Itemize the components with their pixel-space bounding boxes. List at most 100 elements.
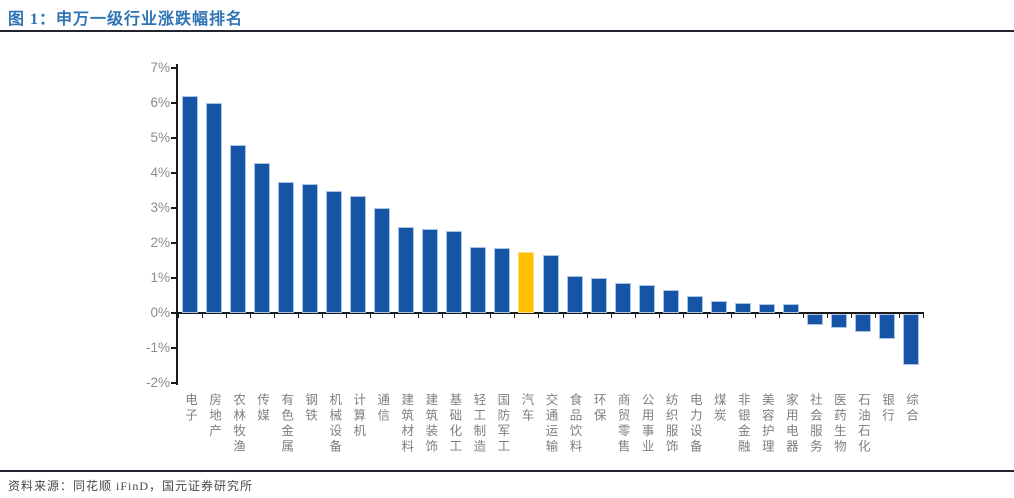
x-category-label: 非银金融 [735,393,750,455]
x-category-label: 计算机 [351,393,366,440]
x-category-label: 轻工制造 [471,393,486,455]
x-axis-tick [875,314,876,318]
x-axis-tick [611,314,612,318]
y-tick-label: 4% [150,165,170,180]
bar [398,227,415,313]
x-category-label: 环保 [591,393,606,424]
bar [734,302,751,313]
y-tick-label: -1% [145,340,170,355]
bar [614,283,631,313]
y-axis-tick [171,312,177,314]
y-axis-tick [171,277,177,279]
bar [518,251,535,313]
bar [878,314,895,339]
x-category-label: 建筑材料 [399,393,414,455]
y-axis-tick [171,67,177,69]
x-category-label: 电力设备 [687,393,702,455]
bar [566,276,583,313]
x-category-label: 通信 [375,393,390,424]
x-axis-tick [803,314,804,318]
footer-rule [0,470,1014,472]
title-rule [0,30,1014,32]
x-axis-tick [490,314,491,318]
x-axis-tick [418,314,419,318]
bar [206,103,223,313]
bar [182,96,199,313]
x-category-label: 医药生物 [831,393,846,455]
x-axis-tick [178,314,179,318]
y-axis-tick [171,347,177,349]
x-axis-tick [370,314,371,318]
x-category-label: 钢铁 [303,393,318,424]
y-axis-tick [171,102,177,104]
x-axis-tick [346,314,347,318]
x-axis-tick [683,314,684,318]
bar [350,195,367,313]
y-axis-tick [171,207,177,209]
x-axis-line [176,312,924,314]
x-axis-tick [587,314,588,318]
bar [230,145,247,313]
x-axis-tick [298,314,299,318]
x-axis-tick [659,314,660,318]
bar [686,295,703,313]
x-axis-tick [274,314,275,318]
x-category-label: 公用事业 [639,393,654,455]
y-tick-label: 5% [150,130,170,145]
y-axis-tick [171,172,177,174]
figure-title: 图 1：申万一级行业涨跌幅排名 [8,11,244,28]
x-category-label: 交通运输 [543,393,558,455]
y-axis-tick [171,137,177,139]
bar [254,162,271,313]
x-category-label: 农林牧渔 [231,393,246,455]
bar [662,290,679,313]
bar-chart: 7% 6% 5% 4% 3% 2% 1% 0% -1% -2% 电子 房地产 农林牧渔 传媒 有色金属 钢铁机… [145,60,924,455]
x-axis-tick [635,314,636,318]
y-axis-line [176,64,178,385]
y-tick-label: 1% [150,270,170,285]
x-category-label: 机械设备 [327,393,342,455]
x-axis-tick [779,314,780,318]
y-tick-label: 7% [150,60,170,75]
y-axis-tick [171,242,177,244]
bar [806,314,823,325]
x-axis-tick [731,314,732,318]
x-category-label: 建筑装饰 [423,393,438,455]
bar [758,304,775,313]
bar [422,229,439,313]
x-axis-tick [923,314,924,318]
source-note: 资料来源：同花顺 iFinD，国元证券研究所 [8,479,254,493]
x-axis-tick [394,314,395,318]
y-axis-tick [171,382,177,384]
x-axis-tick [707,314,708,318]
x-category-label: 纺织服饰 [663,393,678,455]
x-axis-tick [226,314,227,318]
bar [326,190,343,313]
x-axis-tick [442,314,443,318]
x-category-label: 家用电器 [783,393,798,455]
bar [374,208,391,313]
x-category-label: 食品饮料 [567,393,582,455]
bar [470,246,487,313]
x-axis-tick [899,314,900,318]
bar [902,314,919,365]
y-tick-label: 3% [150,200,170,215]
bar [494,248,511,313]
y-tick-label: 0% [150,305,170,320]
x-axis-tick [322,314,323,318]
bar [638,285,655,313]
x-axis-tick [202,314,203,318]
y-tick-label: 6% [150,95,170,110]
bar [446,230,463,313]
x-axis-tick [851,314,852,318]
bar [710,300,727,313]
x-category-label: 煤炭 [711,393,726,424]
x-category-label: 石油石化 [855,393,870,455]
x-axis-tick [538,314,539,318]
x-category-label: 基础化工 [447,393,462,455]
x-axis-tick [514,314,515,318]
x-category-label: 国防军工 [495,393,510,455]
x-axis-tick [466,314,467,318]
bar [278,181,295,313]
